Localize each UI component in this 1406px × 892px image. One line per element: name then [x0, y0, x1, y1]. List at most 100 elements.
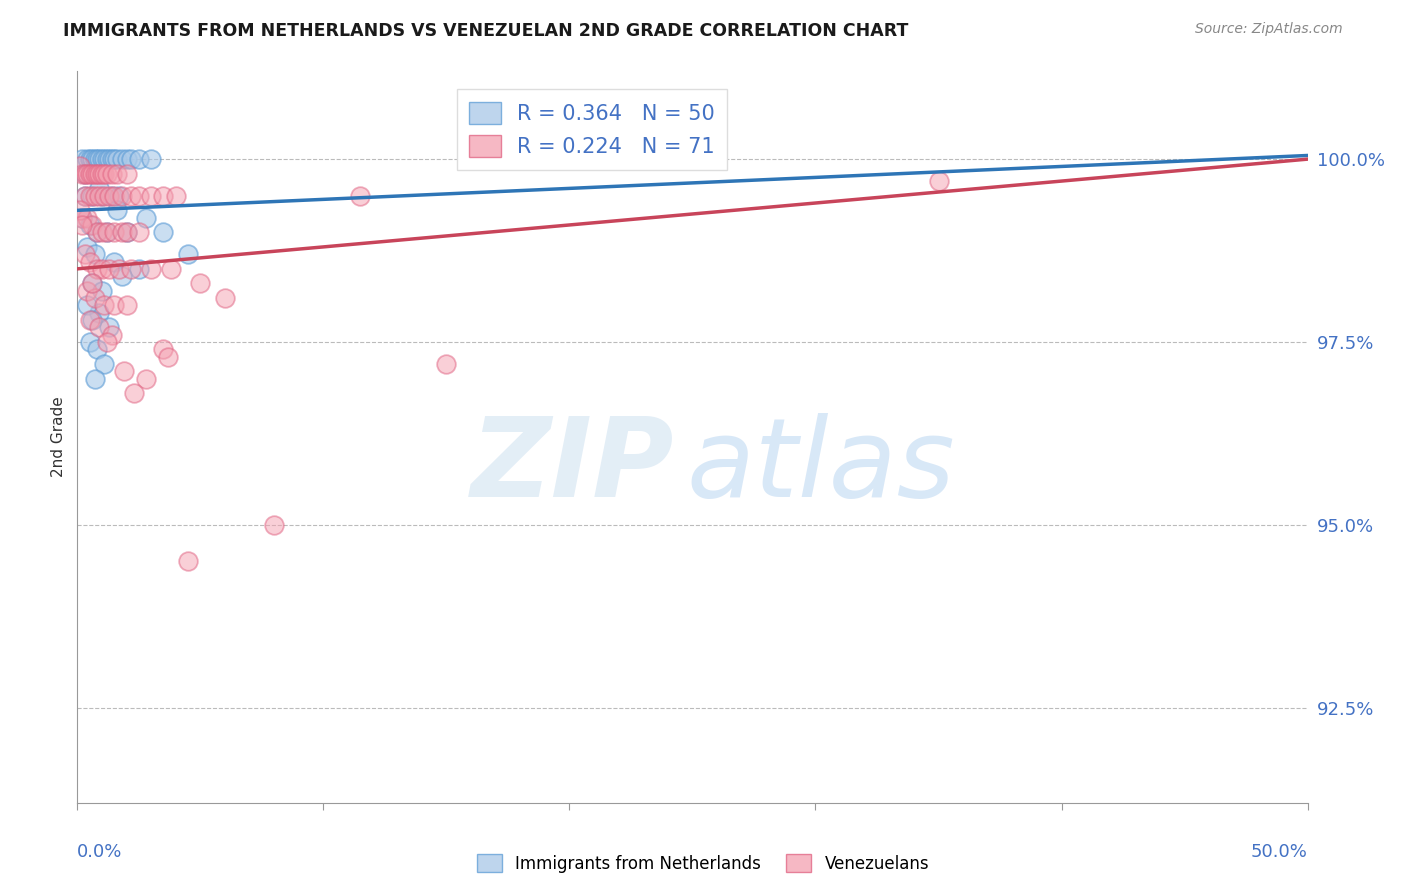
Point: [103, 298, 125, 312]
Point: [177, 554, 200, 568]
Point: [82, 152, 104, 166]
Point: [89, 167, 111, 181]
Point: [141, 261, 163, 276]
Point: [83, 167, 105, 181]
Point: [96, 225, 118, 239]
Point: [115, 298, 138, 312]
Point: [86, 343, 108, 357]
Text: IMMIGRANTS FROM NETHERLANDS VS VENEZUELAN 2ND GRADE CORRELATION CHART: IMMIGRANTS FROM NETHERLANDS VS VENEZUELA…: [63, 22, 908, 40]
Point: [103, 254, 125, 268]
Point: [121, 188, 143, 202]
Point: [105, 167, 128, 181]
Point: [73, 167, 96, 181]
Point: [90, 284, 114, 298]
Point: [188, 277, 212, 291]
Point: [89, 152, 111, 166]
Point: [90, 167, 114, 181]
Y-axis label: 2nd Grade: 2nd Grade: [51, 397, 66, 477]
Point: [89, 320, 111, 334]
Point: [83, 371, 105, 385]
Point: [121, 261, 143, 276]
Point: [79, 254, 101, 268]
Point: [105, 152, 128, 166]
Point: [93, 152, 115, 166]
Point: [76, 240, 98, 254]
Point: [82, 188, 104, 202]
Point: [152, 225, 174, 239]
Point: [86, 225, 108, 239]
Point: [83, 152, 105, 166]
Point: [82, 313, 104, 327]
Point: [90, 225, 114, 239]
Point: [111, 269, 132, 284]
Point: [83, 291, 105, 305]
Point: [70, 218, 93, 232]
Point: [103, 225, 125, 239]
Point: [122, 386, 145, 401]
Point: [79, 334, 101, 349]
Point: [73, 188, 96, 202]
Point: [111, 188, 132, 202]
Point: [98, 188, 121, 202]
Point: [90, 152, 114, 166]
Point: [76, 284, 98, 298]
Point: [93, 167, 115, 181]
Text: Source: ZipAtlas.com: Source: ZipAtlas.com: [1195, 22, 1343, 37]
Text: atlas: atlas: [686, 413, 955, 520]
Point: [73, 188, 96, 202]
Point: [436, 357, 458, 371]
Point: [69, 160, 91, 174]
Point: [177, 247, 200, 261]
Point: [76, 211, 98, 225]
Point: [79, 152, 101, 166]
Point: [89, 181, 111, 195]
Point: [69, 203, 91, 218]
Point: [103, 188, 125, 202]
Point: [115, 225, 138, 239]
Point: [73, 247, 96, 261]
Point: [607, 152, 630, 166]
Point: [76, 167, 98, 181]
Point: [70, 211, 93, 225]
Legend: Immigrants from Netherlands, Venezuelans: Immigrants from Netherlands, Venezuelans: [470, 847, 936, 880]
Point: [101, 327, 124, 342]
Point: [141, 152, 163, 166]
Point: [135, 211, 157, 225]
Point: [82, 218, 104, 232]
Point: [82, 277, 104, 291]
Point: [82, 167, 104, 181]
Point: [160, 261, 183, 276]
Point: [101, 152, 124, 166]
Point: [96, 152, 118, 166]
Text: 0.0%: 0.0%: [77, 843, 122, 861]
Point: [79, 188, 101, 202]
Point: [76, 152, 98, 166]
Point: [79, 218, 101, 232]
Text: ZIP: ZIP: [471, 413, 673, 520]
Point: [83, 188, 105, 202]
Point: [111, 225, 132, 239]
Point: [86, 225, 108, 239]
Text: 50.0%: 50.0%: [1251, 843, 1308, 861]
Point: [112, 364, 135, 378]
Point: [90, 261, 114, 276]
Point: [86, 167, 108, 181]
Point: [79, 167, 101, 181]
Point: [73, 167, 96, 181]
Point: [115, 225, 138, 239]
Point: [141, 188, 163, 202]
Point: [70, 167, 93, 181]
Point: [93, 357, 115, 371]
Point: [128, 225, 150, 239]
Point: [128, 188, 150, 202]
Point: [128, 152, 150, 166]
Point: [349, 188, 371, 202]
Point: [135, 371, 157, 385]
Point: [101, 188, 124, 202]
Point: [111, 152, 132, 166]
Point: [98, 320, 121, 334]
Point: [96, 334, 118, 349]
Point: [93, 298, 115, 312]
Legend: R = 0.364   N = 50, R = 0.224   N = 71: R = 0.364 N = 50, R = 0.224 N = 71: [457, 89, 727, 169]
Point: [89, 188, 111, 202]
